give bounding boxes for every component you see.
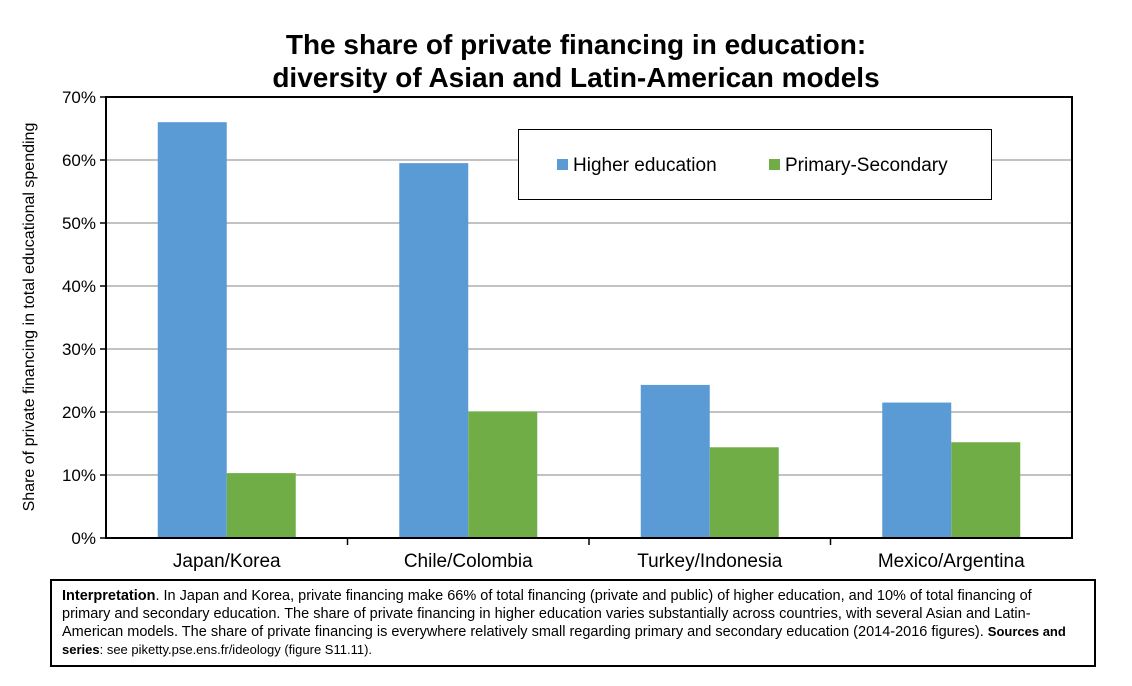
legend: Higher education Primary-Secondary	[518, 129, 992, 200]
chart-title-line-2: diversity of Asian and Latin-American mo…	[272, 62, 880, 93]
sources-label: Sources and series	[62, 624, 1066, 657]
x-tick-label: Japan/Korea	[173, 551, 281, 572]
y-tick-label: 70%	[62, 88, 96, 107]
y-tick-label: 50%	[62, 214, 96, 233]
x-tick-label: Turkey/Indonesia	[637, 551, 782, 572]
y-tick-label: 40%	[62, 277, 96, 296]
legend-item-primary-secondary: Primary-Secondary	[769, 155, 948, 177]
legend-label-primary-secondary: Primary-Secondary	[785, 155, 948, 176]
bar-primary-secondary-japan-korea	[226, 473, 296, 538]
x-tick-label: Mexico/Argentina	[878, 551, 1025, 572]
interpretation-text: . In Japan and Korea, private financing …	[62, 588, 1032, 640]
bar-primary-secondary-mexico-argentina	[951, 442, 1021, 538]
bar-primary-secondary-chile-colombia	[468, 411, 538, 538]
y-axis-label: Share of private financing in total educ…	[21, 123, 38, 512]
legend-item-higher-education: Higher education	[557, 155, 717, 177]
bar-higher-education-mexico-argentina	[882, 402, 952, 538]
bar-primary-secondary-turkey-indonesia	[709, 447, 779, 538]
y-tick-label: 60%	[62, 151, 96, 170]
interpretation-note: Interpretation. In Japan and Korea, priv…	[50, 579, 1096, 667]
interpretation-label: Interpretation	[62, 588, 156, 604]
y-axis-ticks: 0% 10% 20% 30% 40% 50% 60% 70%	[62, 88, 106, 548]
y-tick-label: 20%	[62, 403, 96, 422]
bar-higher-education-japan-korea	[157, 122, 227, 538]
x-tick-label: Chile/Colombia	[404, 551, 533, 572]
bar-chart: 0% 10% 20% 30% 40% 50% 60% 70% Japan/Korea Chile…	[21, 88, 1073, 572]
legend-label-higher-education: Higher education	[573, 155, 717, 176]
legend-swatch-higher-education	[557, 159, 568, 170]
bars	[157, 122, 1021, 538]
x-axis-ticks: Japan/Korea Chile/Colombia Turkey/Indonesi…	[173, 538, 1025, 572]
bar-higher-education-chile-colombia	[399, 163, 469, 538]
y-tick-label: 30%	[62, 340, 96, 359]
sources-text: : see piketty.pse.ens.fr/ideology (figur…	[99, 642, 373, 657]
y-tick-label: 0%	[71, 529, 96, 548]
y-tick-label: 10%	[62, 466, 96, 485]
chart-title: The share of private financing in educat…	[0, 28, 1132, 94]
legend-swatch-primary-secondary	[769, 159, 780, 170]
chart-title-line-1: The share of private financing in educat…	[285, 29, 867, 60]
bar-higher-education-turkey-indonesia	[640, 384, 710, 538]
